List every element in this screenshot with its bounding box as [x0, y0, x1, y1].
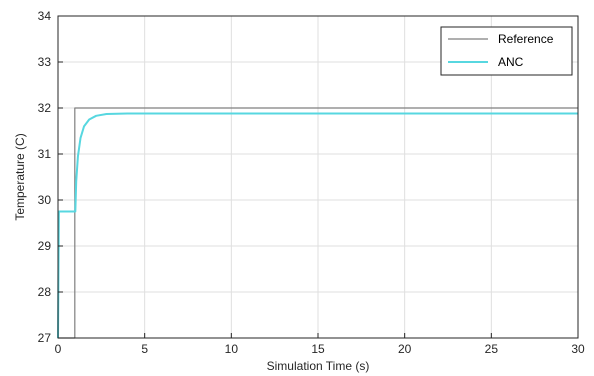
- y-tick-label: 30: [38, 193, 52, 207]
- x-tick-label: 30: [571, 342, 585, 356]
- y-tick-label: 32: [38, 101, 52, 115]
- y-tick-label: 33: [38, 55, 52, 69]
- y-tick-label: 27: [38, 331, 52, 345]
- axis-ticks: 0 5 10 15 20 25 30 27 28 29 30 31 32 33 34: [38, 9, 585, 356]
- x-tick-label: 15: [311, 342, 325, 356]
- legend-label-anc: ANC: [498, 55, 524, 69]
- legend-box: [440, 26, 573, 76]
- series-line-anc: [57, 112, 578, 339]
- x-tick-label: 20: [398, 342, 412, 356]
- y-tick-label: 31: [38, 147, 52, 161]
- y-axis-label: Temperature (C): [13, 133, 27, 220]
- x-tick-label: 5: [141, 342, 148, 356]
- x-tick-label: 25: [485, 342, 499, 356]
- x-tick-label: 10: [225, 342, 239, 356]
- legend: Reference ANC: [440, 26, 573, 76]
- x-tick-label: 0: [55, 342, 62, 356]
- x-axis-label: Simulation Time (s): [267, 359, 370, 373]
- y-tick-label: 34: [38, 9, 52, 23]
- y-tick-label: 29: [38, 239, 52, 253]
- y-tick-label: 28: [38, 285, 52, 299]
- legend-label-reference: Reference: [498, 32, 554, 46]
